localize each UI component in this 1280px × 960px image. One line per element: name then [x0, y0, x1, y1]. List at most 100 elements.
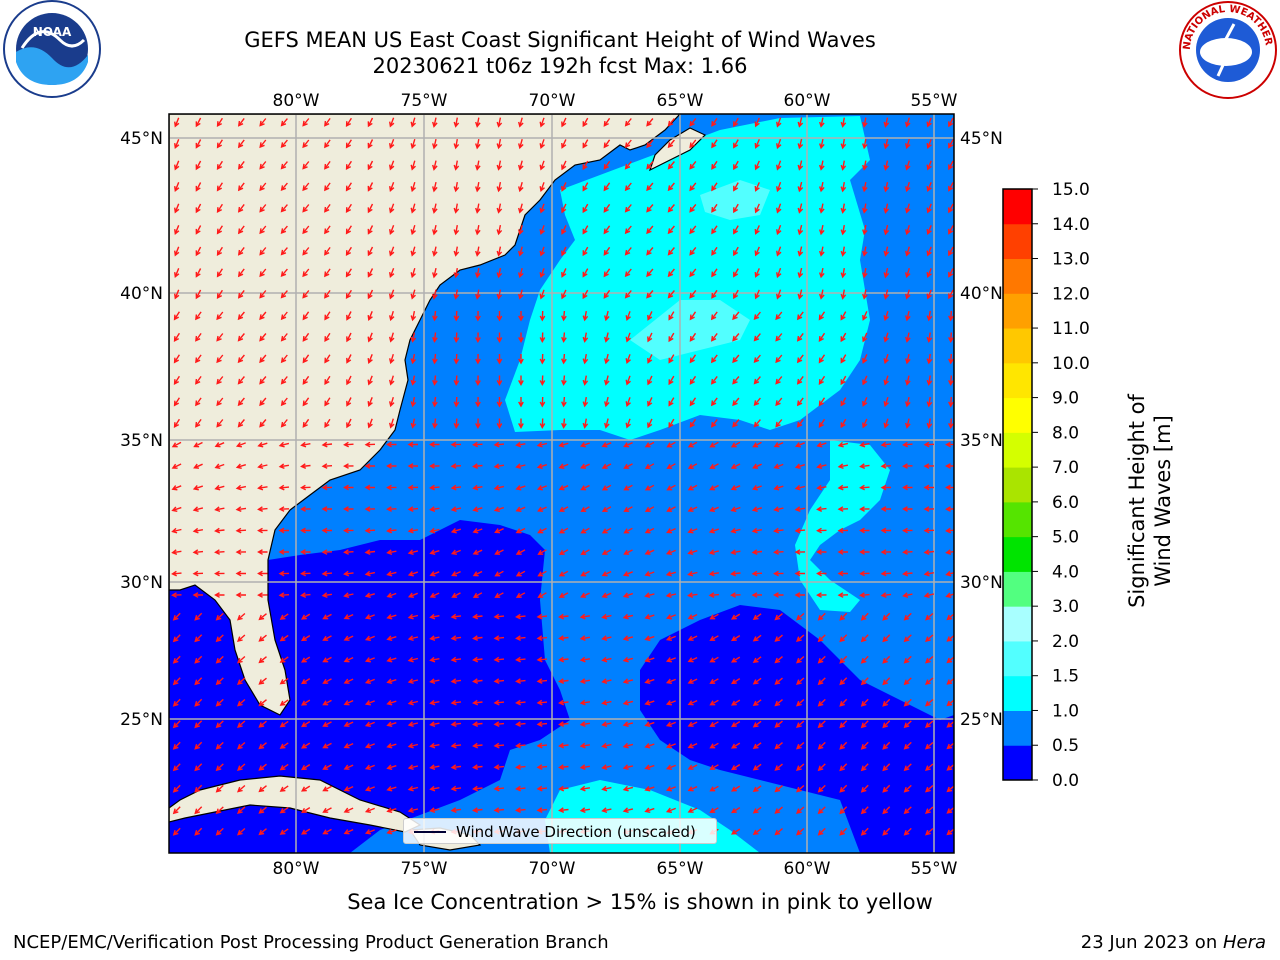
wind-arrow — [667, 118, 675, 127]
wind-arrow — [839, 634, 848, 643]
wind-arrow — [579, 721, 591, 727]
lat-label: 25°N — [120, 710, 163, 730]
wind-arrow — [536, 807, 548, 813]
wind-arrow — [493, 613, 505, 620]
wind-arrow — [410, 289, 416, 300]
wind-arrow — [429, 635, 440, 641]
wind-arrow — [819, 160, 825, 171]
wind-arrow — [216, 376, 224, 385]
colorbar-segment — [1003, 397, 1032, 433]
map-title: GEFS MEAN US East Coast Significant Heig… — [244, 28, 876, 52]
wind-arrow — [903, 784, 912, 793]
colorbar-segment — [1003, 501, 1032, 538]
wind-arrow — [237, 268, 245, 278]
wind-arrow — [300, 441, 311, 448]
wind-arrow — [278, 592, 290, 598]
wind-arrow — [840, 224, 847, 236]
wind-arrow — [753, 376, 761, 385]
wind-arrow — [515, 656, 526, 663]
wind-arrow — [216, 333, 224, 342]
wind-arrow — [730, 485, 741, 491]
wind-arrow — [558, 463, 569, 469]
wind-arrow — [708, 528, 720, 534]
wind-arrow — [797, 181, 804, 193]
wind-arrow — [579, 699, 591, 706]
wind-arrow — [945, 441, 954, 448]
wind-arrow — [775, 354, 783, 364]
wind-arrow — [343, 721, 354, 727]
wind-arrow — [905, 310, 911, 322]
wind-arrow — [902, 463, 913, 469]
wind-arrow — [925, 741, 934, 750]
wind-arrow — [322, 635, 332, 641]
colorbar-tick-label: 15.0 — [1052, 180, 1090, 200]
wind-arrow — [386, 484, 397, 491]
wind-arrow — [235, 506, 247, 512]
wind-arrow — [367, 397, 373, 408]
wind-arrow — [539, 182, 545, 193]
wind-arrow — [710, 375, 718, 385]
wind-arrow — [773, 592, 784, 598]
wind-arrow — [536, 485, 547, 491]
wind-arrow — [925, 634, 934, 642]
wind-arrow — [302, 375, 310, 385]
wind-arrow — [237, 333, 245, 342]
wind-arrow — [410, 375, 417, 386]
wind-arrow — [518, 332, 524, 343]
wind-arrow — [880, 527, 891, 534]
wind-arrow — [926, 332, 933, 343]
wind-arrow — [883, 375, 889, 386]
wind-arrow — [622, 721, 634, 727]
wind-arrow — [386, 721, 397, 727]
wind-arrow — [819, 203, 825, 214]
wind-arrow — [903, 741, 912, 750]
wind-arrow — [237, 806, 246, 814]
wind-arrow — [905, 203, 911, 214]
wind-arrow — [536, 764, 548, 770]
wind-arrow — [710, 418, 718, 428]
wind-arrow — [515, 764, 526, 770]
wind-arrow — [818, 397, 826, 407]
wind-arrow — [687, 785, 698, 792]
wind-arrow — [558, 570, 569, 577]
wind-arrow — [601, 635, 612, 641]
wind-arrow — [796, 741, 805, 750]
wind-arrow — [515, 678, 526, 684]
wind-arrow — [539, 117, 545, 128]
wind-arrow — [666, 441, 676, 448]
wind-arrow — [515, 592, 526, 598]
wind-arrow — [214, 463, 225, 469]
wind-arrow — [558, 592, 569, 598]
wind-arrow — [839, 698, 848, 707]
wind-arrow — [300, 807, 311, 814]
wind-arrow — [839, 827, 848, 836]
wind-arrow — [475, 332, 481, 343]
wind-arrow — [237, 655, 246, 664]
wind-arrow — [453, 332, 460, 343]
wind-arrow — [582, 396, 589, 408]
wind-arrow — [665, 570, 676, 577]
wind-arrow — [279, 806, 289, 814]
wind-arrow — [300, 570, 311, 577]
wind-arrow — [216, 160, 223, 171]
wind-arrow — [345, 225, 352, 235]
wind-arrow — [215, 677, 224, 686]
wind-arrow — [603, 117, 611, 127]
wind-arrow — [601, 463, 612, 469]
wind-arrow — [216, 354, 224, 364]
wind-arrow — [237, 677, 246, 685]
wind-arrow — [579, 764, 591, 770]
wind-arrow — [561, 246, 567, 257]
wind-arrow — [796, 763, 805, 771]
wind-arrow — [235, 484, 247, 491]
wind-arrow — [407, 721, 419, 727]
wind-arrow — [280, 161, 288, 170]
wind-arrow — [859, 441, 870, 448]
wind-arrow — [389, 353, 395, 365]
wind-arrow — [518, 203, 524, 214]
wind-arrow — [216, 311, 224, 321]
wind-arrow — [300, 678, 311, 685]
wind-arrow — [407, 678, 419, 684]
wind-arrow — [367, 332, 373, 343]
wind-arrow — [450, 613, 462, 620]
